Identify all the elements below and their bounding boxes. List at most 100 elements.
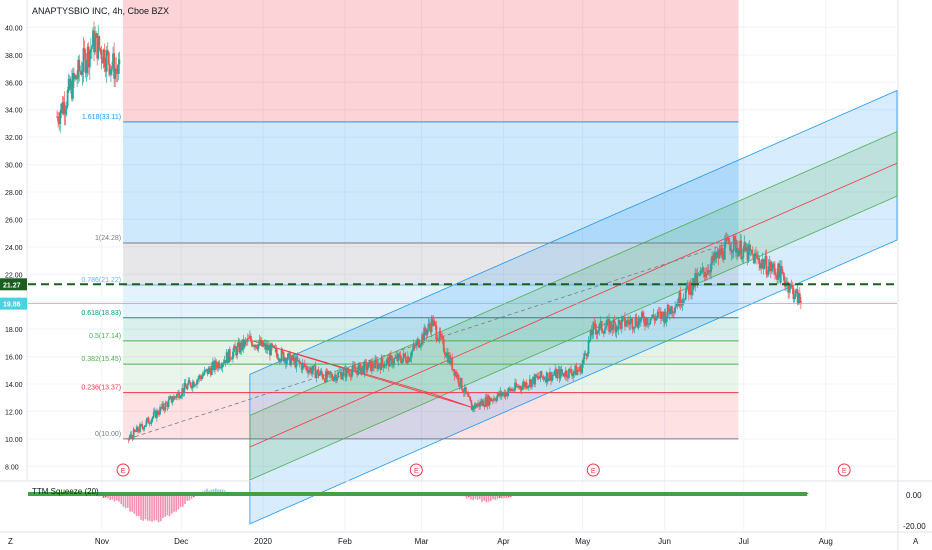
candle-body xyxy=(393,358,395,364)
candle-body xyxy=(554,369,557,375)
candle-body xyxy=(647,323,650,325)
candle-body xyxy=(409,357,412,360)
histogram-bar xyxy=(116,494,118,501)
candle-body xyxy=(246,338,249,342)
candle-body xyxy=(257,344,260,350)
candle-body xyxy=(648,323,651,325)
candle-body xyxy=(461,389,464,392)
histogram-bar xyxy=(505,494,507,499)
candle-body xyxy=(499,391,502,396)
auto-scale-toggle[interactable]: A xyxy=(913,537,919,546)
candle-body xyxy=(746,246,749,261)
zoom-toggle[interactable]: Z xyxy=(8,537,13,546)
candle-body xyxy=(97,36,100,59)
candle-body xyxy=(779,266,782,283)
histogram-bar xyxy=(501,494,503,499)
candle-body xyxy=(691,290,693,295)
histogram-bar xyxy=(479,494,481,500)
candle-body xyxy=(380,358,383,370)
candle-body xyxy=(361,365,364,369)
candle-body xyxy=(190,386,193,389)
candle-body xyxy=(527,385,530,387)
candle-body xyxy=(736,247,738,253)
price-badges: 21.27 19.86 xyxy=(0,278,27,310)
candle-body xyxy=(588,339,591,341)
candle-body xyxy=(238,342,241,353)
histogram-bar xyxy=(173,494,175,512)
candle-body xyxy=(730,249,733,253)
candle-body xyxy=(350,371,353,377)
candle-body xyxy=(222,363,225,364)
candle-body xyxy=(507,387,510,393)
time-axis-ticks[interactable]: Nov Dec 2020 Feb Mar Apr May Jun Jul Aug xyxy=(95,537,833,546)
candle-body xyxy=(547,378,550,382)
candle-body xyxy=(774,268,776,275)
overlays xyxy=(28,283,897,305)
histogram-bar xyxy=(215,488,217,494)
candle-body xyxy=(345,368,348,378)
candle-body xyxy=(398,353,401,356)
candle-body xyxy=(167,399,170,408)
price-badge-label: 19.86 xyxy=(3,302,21,309)
candle-body xyxy=(678,292,681,306)
candle-body xyxy=(294,358,297,368)
candle-body xyxy=(654,317,657,321)
candle-body xyxy=(642,312,644,317)
candle-body xyxy=(302,363,305,364)
candle-body xyxy=(317,369,320,376)
candle-body xyxy=(313,365,316,367)
candle-body xyxy=(590,330,593,336)
histogram-bar xyxy=(186,494,188,501)
candle-body xyxy=(60,103,63,113)
candle-body xyxy=(419,346,421,348)
candle-body xyxy=(418,339,420,348)
candle-body xyxy=(141,424,144,428)
candle-body xyxy=(161,403,164,409)
candle-body xyxy=(118,59,121,65)
candle-body xyxy=(559,369,562,379)
candle-body xyxy=(465,387,467,393)
candle-body xyxy=(375,359,378,362)
candle-body xyxy=(189,382,192,387)
earnings-marker[interactable] xyxy=(116,463,130,477)
candle-body xyxy=(407,356,410,362)
candle-body xyxy=(575,365,578,376)
candle-body xyxy=(458,383,461,387)
candle-body xyxy=(349,375,352,377)
candle-body xyxy=(439,331,442,337)
price-axis[interactable] xyxy=(898,0,932,480)
histogram-bar xyxy=(481,494,483,502)
candle-body xyxy=(733,235,736,240)
histogram-bar xyxy=(166,494,169,516)
candle-body xyxy=(148,423,151,425)
earnings-marker[interactable] xyxy=(837,463,851,477)
candle-body xyxy=(198,375,201,379)
candle-body xyxy=(295,357,298,368)
candle-body xyxy=(63,101,66,115)
candle-body xyxy=(698,273,701,276)
candle-body xyxy=(546,372,549,382)
earnings-marker[interactable] xyxy=(409,463,423,477)
candle-body xyxy=(769,261,772,272)
candle-body xyxy=(601,331,604,333)
candle-body xyxy=(173,396,176,398)
candle-body xyxy=(469,396,472,401)
candle-body xyxy=(290,359,292,366)
candle-body xyxy=(524,382,527,387)
histogram-bar xyxy=(490,494,492,502)
channel-median xyxy=(249,162,898,448)
candle-body xyxy=(701,267,704,271)
candle-body xyxy=(526,386,529,388)
candle-body xyxy=(652,314,655,318)
candle-body xyxy=(664,311,667,323)
candle-body xyxy=(586,353,589,357)
candle-body xyxy=(392,363,394,366)
left-price-axis[interactable] xyxy=(0,0,27,480)
candle-body xyxy=(618,320,621,322)
earnings-marker[interactable] xyxy=(586,463,600,477)
candle-body xyxy=(155,410,158,418)
candle-body xyxy=(551,375,553,381)
candle-body xyxy=(266,344,269,351)
